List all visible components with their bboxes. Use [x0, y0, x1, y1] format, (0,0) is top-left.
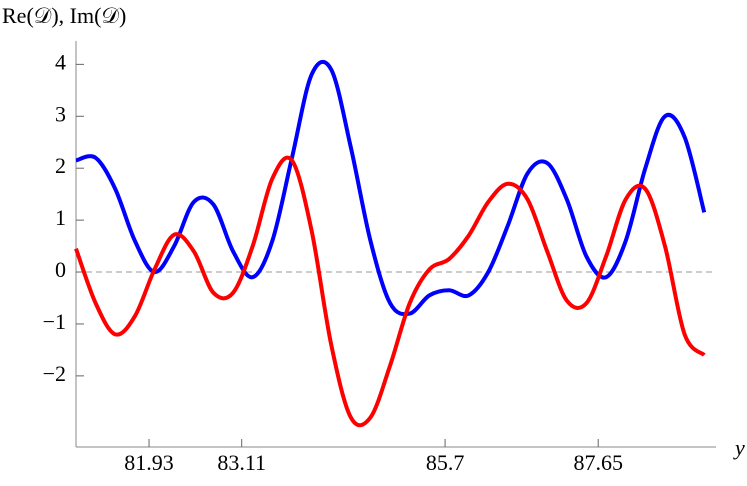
y-tick-label: −1: [43, 309, 66, 334]
y-tick-label: 0: [55, 257, 66, 282]
x-tick-label: 85.7: [426, 450, 465, 475]
y-tick-label: 2: [55, 153, 66, 178]
y-tick-label: −2: [43, 361, 66, 386]
y-tick-label: 1: [55, 205, 66, 230]
y-tick-label: 3: [55, 101, 66, 126]
x-tick-label: 87.65: [573, 450, 623, 475]
x-axis-label: y: [733, 435, 745, 460]
x-tick-label: 81.93: [124, 450, 174, 475]
line-series: [75, 59, 707, 317]
x-tick-label: 83.11: [217, 450, 266, 475]
chart-title: Re(𝒟), Im(𝒟): [2, 3, 126, 28]
line-series: [74, 155, 706, 428]
y-tick-label: 4: [55, 49, 66, 74]
